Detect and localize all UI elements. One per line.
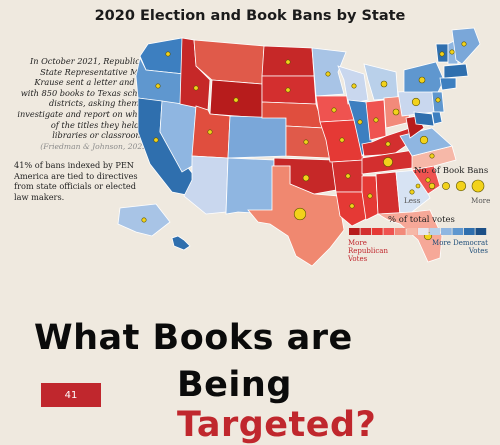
book-ban-bubble-va <box>419 135 429 145</box>
vote-scale-swatch-11 <box>464 228 475 235</box>
state-nm <box>225 157 275 215</box>
book-ban-bubble-nc <box>429 153 435 159</box>
book-ban-bubble-wy <box>233 97 239 103</box>
democrat-label: More Democrat Votes <box>432 239 488 256</box>
book-ban-bubble-pa <box>411 97 421 107</box>
book-ban-bubble-in <box>373 117 379 123</box>
headline-line-2: Being Targeted? <box>177 365 500 445</box>
page-title: 2020 Election and Book Bans by State <box>94 8 406 24</box>
vote-scale-swatch-1 <box>349 228 360 235</box>
book-ban-bubble-ar <box>345 173 351 179</box>
legend-bubble-3 <box>442 182 450 190</box>
legend-bubble-5 <box>471 179 485 193</box>
us-map <box>117 27 487 267</box>
state-co <box>227 115 287 159</box>
intro-paragraph: In October 2021, Republican State Repres… <box>14 56 150 152</box>
book-ban-bubble-il <box>357 119 363 125</box>
vote-scale-swatch-8 <box>429 228 441 235</box>
state-la <box>335 191 369 227</box>
vote-scale-title: % of total votes <box>388 215 455 225</box>
state-md <box>413 111 435 127</box>
state-ct <box>439 77 457 91</box>
book-ban-bubble-sc <box>425 177 431 183</box>
vote-scale-swatch-12 <box>475 228 487 235</box>
book-ban-bubble-sd <box>285 87 291 93</box>
book-ban-bubble-mo <box>339 137 345 143</box>
legend-bubble-1 <box>415 183 421 189</box>
state-ny <box>403 61 445 93</box>
state-fl <box>376 209 443 263</box>
state-hi <box>171 235 191 251</box>
book-ban-bubble-tn <box>383 157 393 167</box>
book-ban-bubble-wa <box>165 51 171 57</box>
vote-scale-swatch-9 <box>441 228 452 235</box>
bubble-legend-more: More <box>471 196 491 205</box>
book-ban-bubble-id <box>193 85 199 91</box>
book-ban-bubble-mi <box>380 80 388 88</box>
book-ban-bubble-ny <box>418 76 426 84</box>
intro-citation: (Friedman & Johnson, 2022) <box>40 141 150 151</box>
headline-line-1: What Books are <box>34 318 353 358</box>
bubble-size-legend <box>415 179 485 193</box>
page-number: 41 <box>41 383 101 407</box>
vote-scale-swatch-4 <box>383 228 395 235</box>
book-ban-bubble-nd <box>285 59 291 65</box>
state-mi <box>363 63 399 101</box>
book-ban-bubble-ga <box>409 189 415 195</box>
headline-line-2-a: Being <box>177 365 292 405</box>
book-ban-bubble-ok <box>302 174 310 182</box>
intro-text: In October 2021, Republican State Repres… <box>17 56 150 141</box>
book-ban-bubble-ms <box>367 193 373 199</box>
book-ban-bubble-ut <box>207 129 213 135</box>
book-ban-bubble-ks <box>303 139 309 145</box>
book-ban-bubble-ca <box>153 137 159 143</box>
state-me <box>451 27 481 65</box>
vote-color-scale <box>349 228 487 235</box>
state-ma <box>443 63 469 79</box>
book-ban-bubble-ak <box>141 217 147 223</box>
vote-scale-swatch-5 <box>395 228 406 235</box>
book-ban-bubble-tx <box>293 207 307 221</box>
bans-note: 41% of bans indexed by PEN America are t… <box>14 160 138 202</box>
book-ban-bubble-nh <box>449 49 455 55</box>
book-ban-bubble-vt <box>439 51 445 57</box>
legend-bubble-4 <box>455 180 467 192</box>
vote-scale-swatch-2 <box>360 228 372 235</box>
vote-scale-swatch-3 <box>372 228 383 235</box>
book-ban-bubble-me <box>461 41 467 47</box>
headline-accent: Targeted? <box>177 405 377 445</box>
bubble-legend-title: No. of Book Bans <box>414 166 489 176</box>
book-ban-bubble-wi <box>351 83 357 89</box>
book-ban-bubble-nj <box>435 97 441 103</box>
book-ban-bubble-mn <box>325 71 331 77</box>
vote-scale-swatch-10 <box>452 228 464 235</box>
republican-label: More Republican Votes <box>348 239 388 264</box>
legend-bubble-2 <box>428 182 436 190</box>
vote-scale-swatch-7 <box>418 228 429 235</box>
state-wa <box>139 37 185 75</box>
vote-scale-swatch-6 <box>406 228 418 235</box>
book-ban-bubble-ia <box>331 107 337 113</box>
bubble-legend-less: Less <box>404 196 421 205</box>
book-ban-bubble-or <box>155 83 161 89</box>
book-ban-bubble-la <box>349 203 355 209</box>
book-ban-bubble-ky <box>385 141 391 147</box>
book-ban-bubble-oh <box>392 108 400 116</box>
